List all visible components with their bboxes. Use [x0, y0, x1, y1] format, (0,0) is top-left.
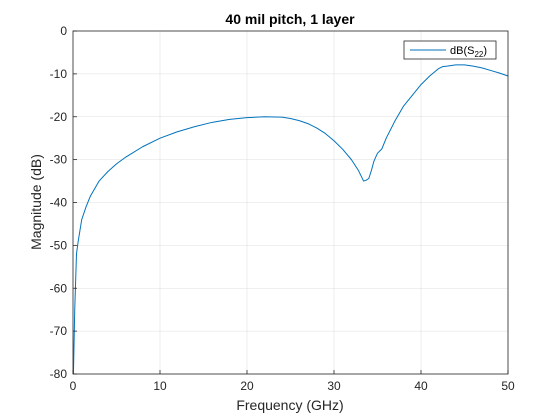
y-tick-label: -50: [50, 238, 68, 252]
x-tick-label: 10: [153, 379, 167, 393]
y-tick-label: -40: [50, 196, 68, 210]
legend-entry: dB(S22): [450, 45, 487, 59]
legend: dB(S22): [403, 40, 497, 60]
x-axis-label: Frequency (GHz): [236, 397, 343, 413]
chart-title: 40 mil pitch, 1 layer: [225, 11, 355, 27]
y-tick-label: -10: [50, 67, 68, 81]
legend-prefix: dB(S: [450, 45, 474, 57]
y-tick-label: -70: [50, 324, 68, 338]
x-tick-label: 20: [240, 379, 254, 393]
y-tick-label: -80: [50, 367, 68, 381]
y-tick-label: -30: [50, 153, 68, 167]
x-tick-label: 0: [70, 379, 77, 393]
x-tick-label: 30: [327, 379, 341, 393]
y-tick-label: -20: [50, 110, 68, 124]
y-tick-label: -60: [50, 281, 68, 295]
x-tick-label: 40: [414, 379, 428, 393]
y-axis-label: Magnitude (dB): [28, 154, 44, 250]
ticks: 0 10 20 30 40 50 0 -10 -20 -30 -40 -50 -60 -70 -80: [50, 24, 515, 393]
legend-subscript: 22: [474, 50, 483, 59]
legend-box: [403, 40, 497, 60]
x-tick-label: 50: [501, 379, 515, 393]
y-tick-label: 0: [60, 24, 67, 38]
legend-suffix: ): [483, 45, 487, 57]
series-layer: [72, 64, 509, 375]
series-line-s22: [72, 64, 509, 375]
